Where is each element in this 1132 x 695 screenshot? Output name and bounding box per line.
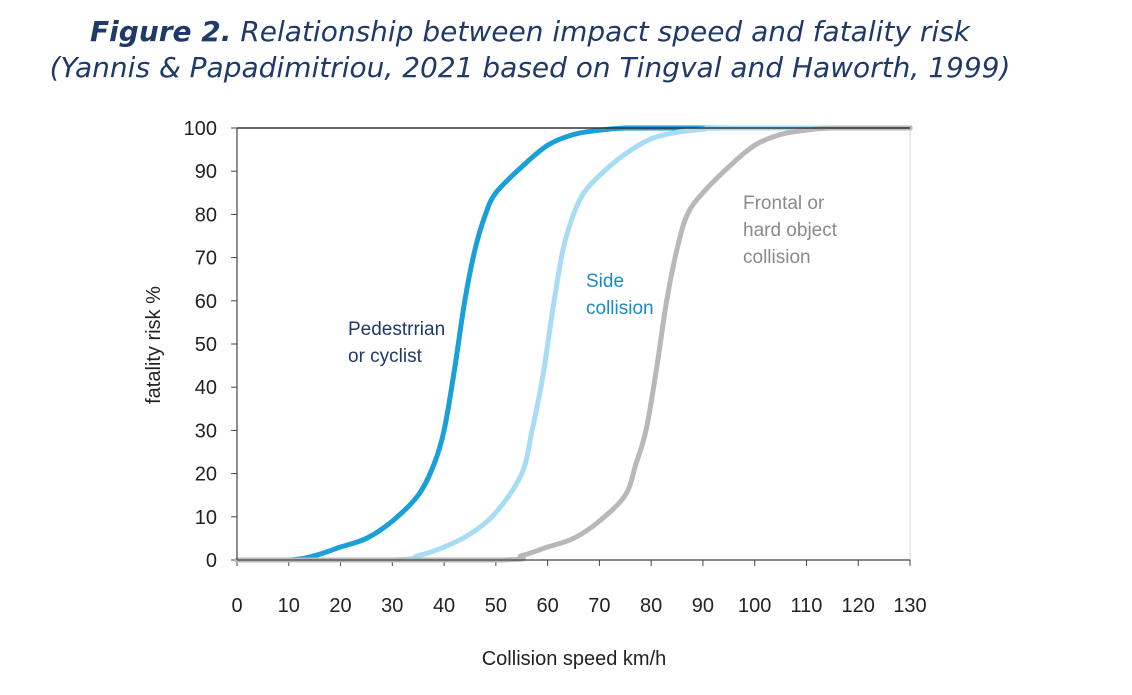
series-label-line: collision <box>586 298 654 319</box>
y-tick-label: 40 <box>195 377 217 399</box>
y-tick-label: 90 <box>195 161 217 183</box>
x-axis-ticks: 0 10 20 30 40 50 60 70 80 90 100 110 120 130 <box>231 560 927 617</box>
x-tick-label: 40 <box>433 595 455 617</box>
x-tick-label: 130 <box>893 595 926 617</box>
series-label-2: Side collision <box>586 271 654 319</box>
x-tick-label: 60 <box>536 595 558 617</box>
y-tick-label: 30 <box>195 420 217 442</box>
series-label-3: Frontal or hard object collision <box>743 193 838 268</box>
series-label-line: collision <box>743 247 811 268</box>
x-tick-label: 50 <box>485 595 507 617</box>
figure-caption: Figure 2. Relationship between impact sp… <box>0 14 1060 86</box>
y-axis-label: fatality risk % <box>143 286 165 404</box>
y-tick-label: 50 <box>195 334 217 356</box>
y-tick-label: 0 <box>206 550 217 572</box>
y-tick-label: 70 <box>195 248 217 270</box>
x-tick-label: 70 <box>588 595 610 617</box>
series-label-line: Pedestrrian <box>348 319 445 340</box>
caption-line-2: (Yannis & Papadimitriou, 2021 based on T… <box>49 51 1011 84</box>
x-tick-label: 30 <box>381 595 403 617</box>
figure-label: Figure 2. <box>90 15 232 48</box>
series-line-2 <box>234 125 913 563</box>
x-tick-label: 100 <box>738 595 771 617</box>
caption-line-1: Figure 2. Relationship between impact sp… <box>0 14 1060 50</box>
caption-title: Relationship between impact speed and fa… <box>240 15 970 48</box>
y-tick-label: 20 <box>195 464 217 486</box>
y-tick-label: 80 <box>195 204 217 226</box>
fatality-risk-chart: 0 10 20 30 40 50 60 70 80 90 100 0 10 20 30 40 50 60 70 80… <box>143 118 927 670</box>
series-label-1: Pedestrrian or cyclist <box>348 319 445 367</box>
series-label-line: or cyclist <box>348 346 423 367</box>
y-axis-ticks: 0 10 20 30 40 50 60 70 80 90 100 <box>184 118 237 572</box>
chart-area: 0 10 20 30 40 50 60 70 80 90 100 0 10 20 30 40 50 60 70 80… <box>130 105 950 690</box>
x-tick-label: 0 <box>231 595 242 617</box>
y-tick-label: 100 <box>184 118 217 140</box>
y-tick-label: 60 <box>195 291 217 313</box>
series-label-line: Frontal or <box>743 193 825 214</box>
x-tick-label: 10 <box>278 595 300 617</box>
x-tick-label: 110 <box>791 595 823 617</box>
x-tick-label: 90 <box>692 595 714 617</box>
x-axis-label: Collision speed km/h <box>482 648 667 670</box>
x-tick-label: 80 <box>640 595 662 617</box>
x-tick-label: 20 <box>329 595 351 617</box>
series-label-line: Side <box>586 271 624 292</box>
y-tick-label: 10 <box>195 507 217 529</box>
x-tick-label: 120 <box>842 595 875 617</box>
series-line-3 <box>234 125 913 563</box>
series-label-line: hard object <box>743 220 838 241</box>
plot-area <box>236 127 911 561</box>
